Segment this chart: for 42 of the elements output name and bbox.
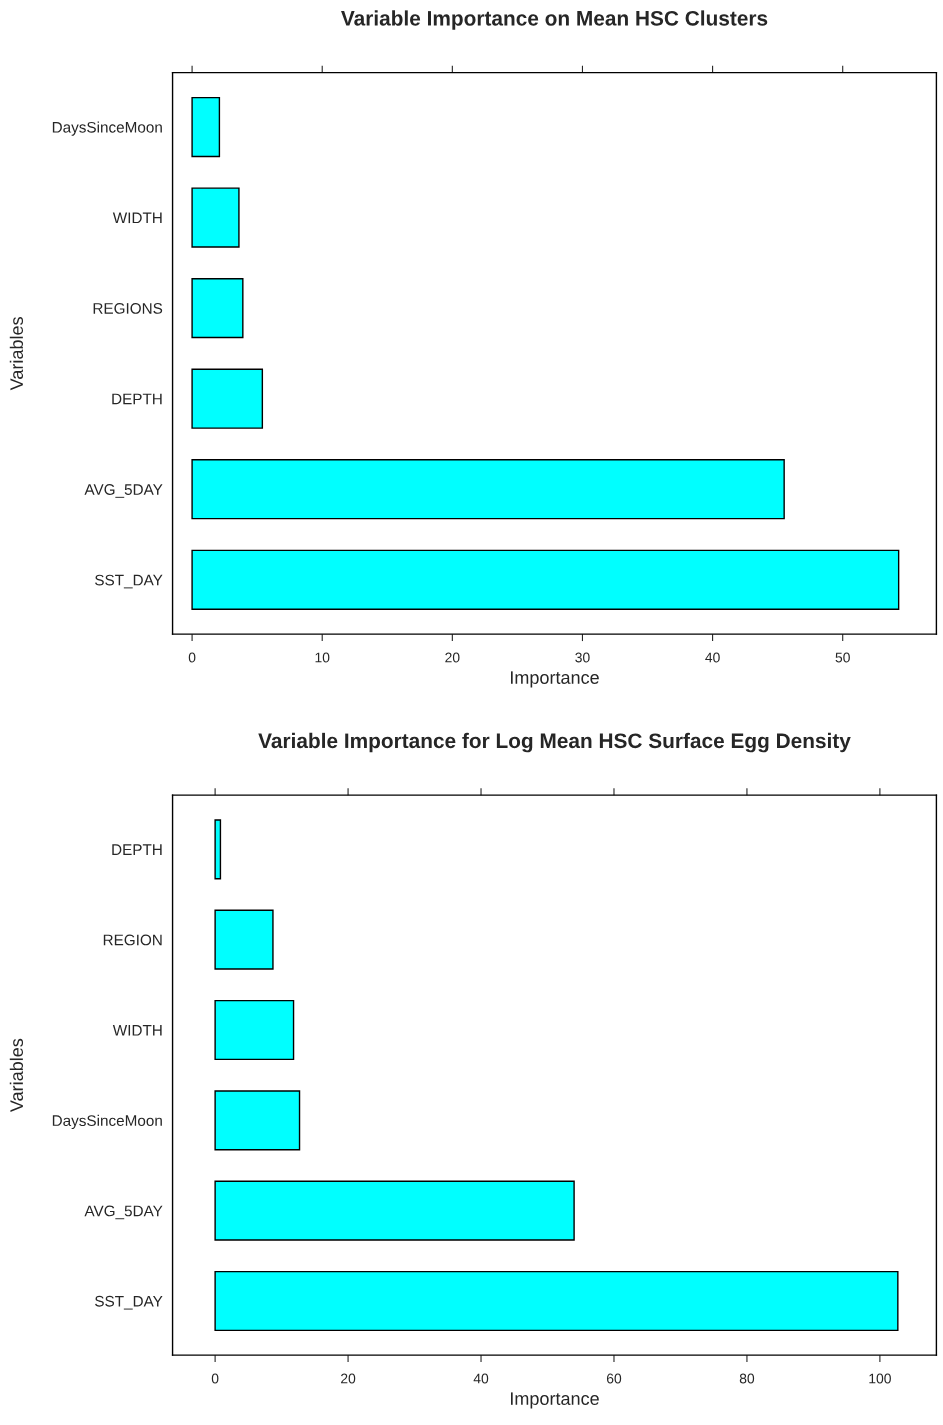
x-tick-label: 50 (835, 652, 850, 663)
bar (191, 459, 785, 520)
x-tick-label: 0 (188, 652, 196, 663)
y-tick-label: WIDTH (112, 1025, 162, 1036)
bar (214, 1180, 575, 1241)
x-tick-label: 0 (211, 1373, 219, 1384)
y-tick-label: DEPTH (112, 393, 162, 405)
bar (214, 999, 295, 1061)
y-tick-label: AVG_5DAY (84, 484, 163, 498)
x-tick-label: 10 (315, 652, 330, 663)
y-tick-label: DaysSinceMoon (52, 1114, 162, 1130)
chart-title: Variable Importance on Mean HSC Clusters (341, 10, 768, 30)
bar (214, 909, 274, 970)
bar (214, 1090, 301, 1151)
x-tick-label: 80 (739, 1373, 755, 1384)
x-axis-title: Importance (510, 1392, 599, 1409)
y-tick-label: WIDTH (112, 212, 162, 224)
y-axis-title: Variables (9, 317, 24, 391)
chart-title: Variable Importance for Log Mean HSC Surface Egg Density (258, 732, 851, 753)
y-tick-label: SST_DAY (95, 1295, 163, 1310)
x-tick-label: 40 (705, 652, 720, 663)
y-axis-title: Variables (9, 1038, 24, 1113)
x-tick-label: 100 (869, 1373, 891, 1384)
y-tick-label: SST_DAY (95, 574, 163, 589)
x-tick-label: 20 (445, 652, 460, 663)
x-tick-label: 30 (575, 652, 590, 663)
bar (214, 1270, 899, 1332)
bar (191, 187, 240, 248)
x-axis-title: Importance (510, 671, 599, 688)
x-tick-label: 40 (473, 1373, 489, 1384)
bar (191, 277, 244, 339)
bar (191, 368, 264, 429)
bar (214, 819, 222, 880)
y-tick-label: REGIONS (93, 302, 163, 314)
y-tick-label: DEPTH (112, 844, 162, 855)
x-tick-label: 20 (341, 1373, 356, 1384)
y-tick-label: REGION (103, 934, 162, 946)
x-tick-label: 60 (606, 1373, 622, 1384)
bar (191, 96, 221, 158)
y-tick-label: DaysSinceMoon (52, 121, 162, 136)
y-tick-label: AVG_5DAY (84, 1205, 163, 1220)
bar (191, 549, 900, 610)
